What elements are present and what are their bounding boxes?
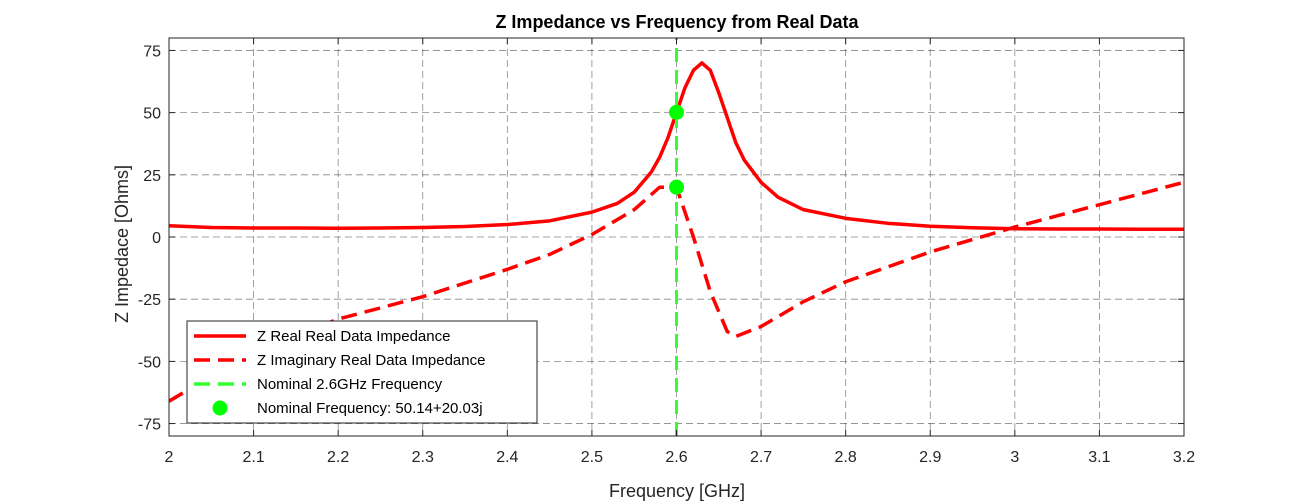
legend: Z Real Real Data Impedance Z Imaginary Re…: [186, 320, 538, 424]
x-tick-label: 2.8: [835, 449, 857, 466]
x-axis-label: Frequency [GHz]: [609, 481, 745, 501]
z-real-line: [169, 61, 1184, 232]
x-tick-label: 2.3: [412, 449, 434, 466]
x-tick-label: 2.6: [665, 449, 687, 466]
legend-label: Z Imaginary Real Data Impedance: [257, 352, 485, 369]
nominal-frequency-marker: [669, 179, 684, 195]
x-tick-label: 3.2: [1173, 449, 1195, 466]
series-layer: [169, 38, 1184, 436]
y-axis-label: Z Impedace [Ohms]: [112, 165, 132, 323]
legend-marker: [212, 400, 228, 416]
y-tick-label: 25: [143, 168, 161, 185]
x-tick-label: 2.4: [496, 449, 518, 466]
y-tick-label: -50: [138, 354, 161, 371]
y-tick-label: 0: [152, 230, 161, 247]
legend-label: Nominal Frequency: 50.14+20.03j: [257, 400, 483, 417]
x-tick-label: 2.1: [242, 449, 264, 466]
legend-entry-nominal-marker: Nominal Frequency: 50.14+20.03j: [212, 400, 483, 417]
y-tick-label: -75: [138, 417, 161, 434]
x-tick-label: 2: [165, 449, 174, 466]
z-imaginary-line: [169, 180, 1184, 403]
x-tick-label: 2.5: [581, 449, 603, 466]
legend-label: Nominal 2.6GHz Frequency: [257, 376, 443, 393]
x-axis: 2 2.1 2.2 2.3 2.4 2.5 2.6 2.7 2.8 2.9 3 3.1 3.2: [165, 38, 1195, 466]
nominal-frequency-marker: [669, 104, 684, 120]
legend-entry-z-real: Z Real Real Data Impedance: [194, 328, 450, 345]
x-tick-label: 3.1: [1088, 449, 1110, 466]
legend-box: [186, 320, 538, 424]
y-axis: -75 -50 -25 0 25 50 75: [138, 43, 1184, 434]
legend-entry-nominal-line: Nominal 2.6GHz Frequency: [194, 376, 443, 393]
y-tick-label: -25: [138, 292, 161, 309]
x-tick-label: 2.9: [919, 449, 941, 466]
x-tick-label: 2.2: [327, 449, 349, 466]
y-tick-label: 50: [143, 106, 161, 123]
chart-title: Z Impedance vs Frequency from Real Data: [495, 12, 859, 32]
legend-entry-z-imaginary: Z Imaginary Real Data Impedance: [194, 352, 485, 369]
x-tick-label: 3: [1010, 449, 1019, 466]
y-tick-label: 75: [143, 43, 161, 60]
x-tick-label: 2.7: [750, 449, 772, 466]
legend-label: Z Real Real Data Impedance: [257, 328, 450, 345]
